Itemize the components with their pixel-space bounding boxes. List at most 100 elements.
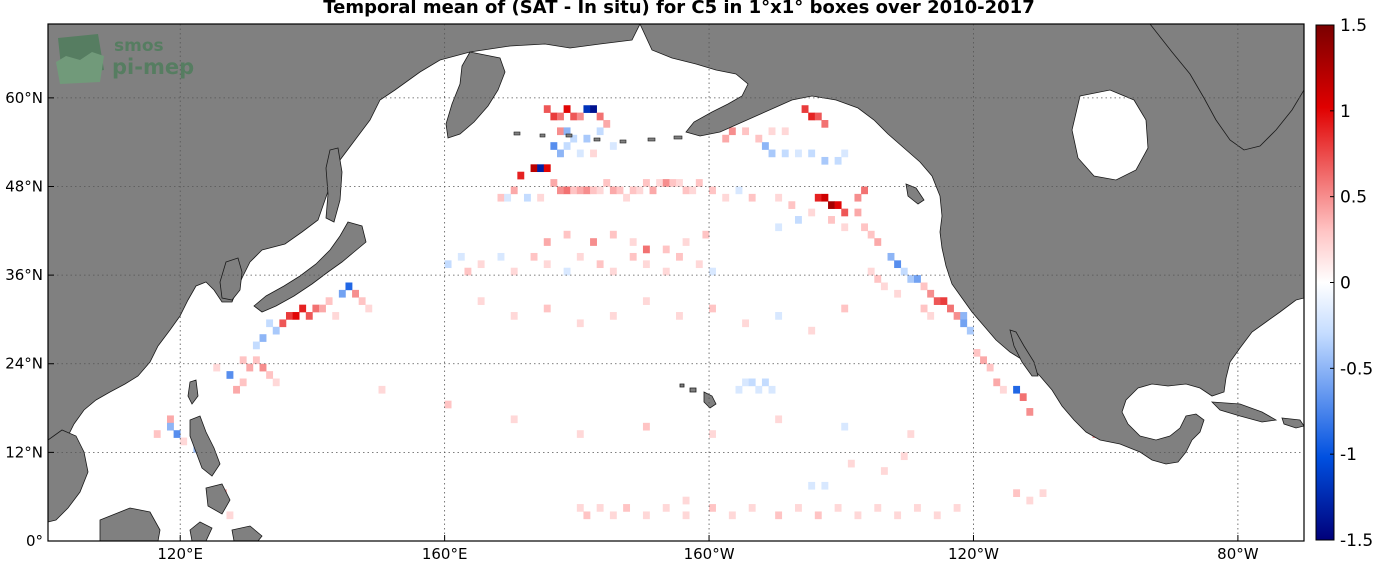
data-cell (616, 186, 624, 195)
data-cell (252, 341, 260, 350)
data-cell (583, 186, 591, 195)
data-cell (629, 238, 637, 246)
x-tick-label: 80°W (1217, 545, 1259, 562)
data-cell (794, 504, 802, 512)
data-cell (319, 304, 326, 313)
data-cell (953, 312, 961, 320)
data-cell (861, 223, 868, 232)
data-cell (576, 186, 584, 195)
data-cell (841, 149, 849, 158)
colorbar-tick-label: -1.5 (1340, 531, 1373, 551)
data-cell (834, 504, 842, 512)
data-cell (365, 304, 373, 313)
logo: smos pi-mep (56, 34, 194, 84)
data-cell (927, 312, 935, 320)
data-cell (642, 297, 650, 305)
data-cell (755, 134, 763, 143)
data-cell (477, 297, 485, 305)
data-cell (828, 216, 835, 224)
x-tick-label: 120°W (948, 545, 999, 562)
data-cell (722, 134, 730, 143)
data-cell (497, 252, 505, 261)
colorbar-tick-label: 1.5 (1340, 16, 1367, 36)
data-cell (266, 319, 274, 328)
data-cell (775, 223, 783, 232)
data-cell (768, 127, 776, 136)
data-cell (576, 504, 584, 512)
data-cell (775, 312, 783, 320)
data-cell (894, 260, 902, 269)
data-cell (563, 230, 571, 239)
data-cell (808, 208, 816, 217)
data-cell (821, 193, 829, 202)
land-newguinea (231, 525, 263, 541)
data-cell (960, 312, 968, 320)
data-cell (927, 289, 935, 298)
data-cell (590, 186, 597, 195)
data-cell (576, 319, 584, 328)
data-cell (1013, 385, 1021, 394)
data-cell (920, 304, 928, 313)
data-cell (662, 267, 670, 276)
data-cell (305, 312, 313, 320)
data-cell (173, 430, 181, 438)
data-cell (735, 385, 743, 394)
data-cell (940, 297, 948, 305)
water-hudson-bay (1071, 89, 1149, 181)
land-philippines (189, 415, 221, 477)
data-cell (557, 186, 564, 195)
data-cell (537, 164, 545, 173)
data-cell (444, 400, 452, 409)
y-tick-label: 60°N (5, 89, 43, 107)
colorbar: 1.5 1 0.5 0 -0.5 -1 -1.5 (1315, 16, 1373, 551)
data-cell (642, 179, 650, 187)
data-cell (590, 149, 597, 158)
data-cell (623, 504, 631, 512)
data-cell (781, 127, 789, 136)
data-cell (682, 496, 690, 505)
data-cell (444, 260, 452, 269)
data-cell (867, 230, 875, 239)
data-cell (841, 223, 849, 232)
data-cell (352, 289, 359, 298)
data-cell (709, 186, 716, 195)
data-cell (642, 511, 650, 520)
data-cell (166, 422, 174, 431)
data-cell (312, 304, 320, 313)
colorbar-ticks: 1.5 1 0.5 0 -0.5 -1 -1.5 (1330, 16, 1373, 551)
data-cell (834, 201, 842, 209)
data-cell (609, 267, 617, 276)
data-cell (874, 275, 882, 283)
data-cell (563, 142, 571, 150)
data-cell (933, 511, 941, 520)
data-cell (755, 385, 763, 394)
data-cell (166, 415, 174, 424)
data-cell (629, 252, 637, 261)
data-cell (907, 275, 915, 283)
data-cell (794, 149, 802, 158)
y-tick-label: 24°N (5, 355, 43, 373)
data-cell (874, 238, 882, 246)
data-cell (814, 511, 822, 520)
data-cell (517, 171, 525, 180)
y-tick-label: 48°N (5, 177, 43, 195)
land-greenland (1149, 24, 1304, 151)
data-cell (272, 378, 280, 387)
data-cell (775, 415, 783, 424)
data-cell (596, 112, 604, 121)
data-cell (874, 504, 882, 512)
data-cell (543, 238, 551, 246)
data-cell (550, 142, 558, 150)
data-cell (523, 193, 531, 202)
data-cell (345, 282, 353, 291)
data-cell (841, 304, 849, 313)
data-cell (325, 297, 333, 305)
data-cell (266, 371, 274, 379)
data-cell (728, 511, 736, 520)
colorbar-tick-label: 1 (1340, 102, 1351, 122)
data-cell (980, 356, 987, 365)
data-cell (583, 511, 591, 520)
data-cell (609, 230, 617, 239)
logo-line1: smos (114, 36, 164, 56)
data-cell (682, 511, 690, 520)
